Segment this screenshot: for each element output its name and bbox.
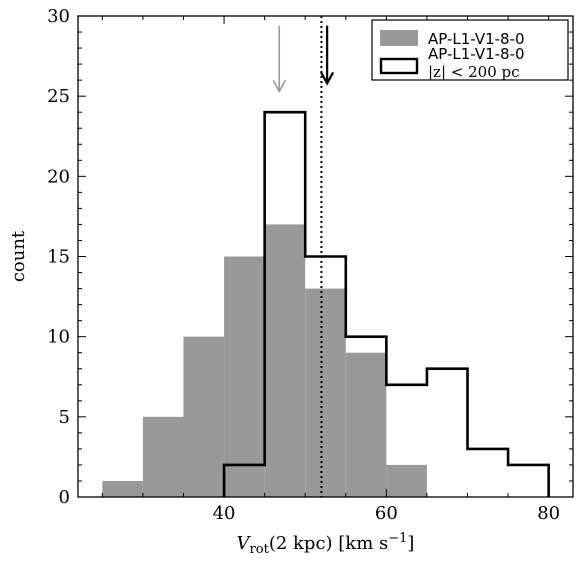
- legend-swatch-step: [379, 57, 419, 75]
- arrow-black-icon: [320, 25, 335, 86]
- legend-label-step: AP-L1-V1-8-0: [428, 45, 525, 63]
- hist-bar-filled: [345, 352, 387, 497]
- hist-bar-filled: [183, 336, 225, 497]
- x-tick-label: 40: [213, 503, 236, 524]
- y-axis-label: count: [8, 230, 29, 282]
- x-tick-label: 60: [375, 503, 398, 524]
- legend-label-filled: AP-L1-V1-8-0: [428, 30, 525, 48]
- legend-swatch-filled: [380, 30, 418, 46]
- y-tick-label: 25: [47, 86, 70, 107]
- legend-label-step-line2: |z| < 200 pc: [428, 63, 520, 81]
- hist-step-outline: [222, 110, 550, 497]
- hist-bar-filled: [142, 416, 184, 497]
- x-axis-label: Vrot(2 kpc) [km s−1]: [237, 531, 415, 557]
- y-tick-label: 5: [59, 407, 70, 428]
- hist-bar-filled: [102, 480, 143, 497]
- hist-bar-filled: [224, 256, 265, 497]
- y-tick-label: 0: [59, 487, 70, 508]
- hist-bar-filled: [386, 464, 427, 497]
- hist-bar-filled: [264, 224, 306, 497]
- legend: AP-L1-V1-8-0AP-L1-V1-8-0|z| < 200 pc: [371, 19, 569, 81]
- arrow-gray-icon: [272, 25, 286, 94]
- y-tick-label: 15: [47, 247, 70, 268]
- plot-area: [102, 16, 550, 497]
- y-tick-label: 10: [47, 327, 70, 348]
- y-tick-label: 20: [47, 166, 70, 187]
- axis-labels: Vrot(2 kpc) [km s−1] count: [8, 230, 414, 557]
- arrow-head: [320, 71, 335, 86]
- y-tick-label: 30: [47, 6, 70, 27]
- arrow-head: [272, 79, 286, 94]
- hist-bar-filled: [305, 288, 346, 497]
- x-tick-label: 80: [537, 503, 560, 524]
